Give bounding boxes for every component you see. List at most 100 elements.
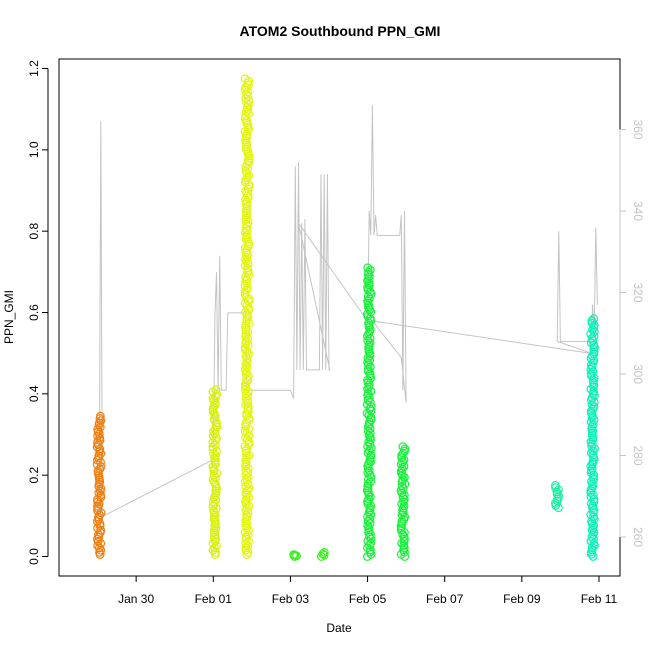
- data-point: [242, 510, 252, 520]
- data-point: [243, 217, 253, 227]
- y-tick-label: 0.8: [27, 223, 41, 240]
- data-point: [588, 457, 598, 467]
- data-point: [365, 514, 375, 524]
- data-point: [242, 475, 252, 485]
- data-point: [94, 488, 104, 498]
- data-point: [243, 508, 253, 517]
- data-point: [552, 487, 562, 497]
- data-point: [586, 369, 596, 379]
- data-point: [397, 499, 407, 509]
- data-point: [93, 466, 103, 476]
- data-point: [586, 461, 596, 471]
- data-point: [289, 550, 299, 559]
- data-point: [208, 539, 218, 548]
- data-point: [241, 495, 251, 504]
- data-point: [397, 464, 407, 474]
- data-point: [398, 530, 408, 539]
- data-point: [589, 320, 599, 330]
- data-point: [244, 318, 254, 328]
- data-point: [365, 314, 375, 323]
- data-point: [243, 340, 253, 350]
- data-point: [240, 365, 250, 374]
- data-point: [242, 310, 252, 319]
- data-point: [363, 426, 373, 436]
- data-point: [244, 171, 254, 181]
- data-point: [365, 428, 375, 438]
- point-cluster: [362, 263, 376, 561]
- data-point: [587, 351, 597, 361]
- point-cluster: [208, 385, 222, 559]
- data-point: [365, 439, 375, 449]
- data-point: [554, 492, 563, 501]
- data-point: [210, 543, 219, 553]
- data-point: [587, 400, 597, 409]
- point-cluster: [396, 442, 410, 561]
- secondary-series-line: [98, 105, 598, 518]
- data-point: [242, 129, 252, 139]
- data-point: [242, 519, 252, 528]
- data-point: [363, 292, 373, 301]
- data-point: [364, 475, 373, 484]
- data-point: [210, 398, 220, 408]
- y-axis-label: PPN_GMI: [2, 290, 16, 344]
- data-point: [243, 237, 253, 247]
- data-point: [586, 417, 596, 427]
- y-tick-label: 1.2: [27, 60, 41, 77]
- data-point: [588, 552, 598, 561]
- point-cluster: [551, 480, 563, 513]
- data-point: [589, 512, 598, 522]
- data-point: [96, 545, 106, 555]
- y2-tick-label: 320: [631, 282, 645, 302]
- data-point: [241, 336, 251, 346]
- data-point: [589, 397, 599, 407]
- data-point: [94, 499, 104, 509]
- data-point: [243, 547, 253, 557]
- x-tick-label: Feb 03: [272, 592, 310, 606]
- data-point: [364, 380, 374, 390]
- data-point: [365, 287, 375, 297]
- data-point: [587, 316, 597, 326]
- point-cluster: [289, 550, 302, 561]
- data-point: [366, 477, 376, 487]
- y-tick-label: 0.6: [27, 304, 41, 321]
- data-point: [241, 417, 251, 427]
- data-point: [242, 98, 252, 108]
- data-point: [320, 548, 329, 557]
- data-point: [212, 418, 222, 428]
- data-point: [241, 539, 251, 548]
- y-tick-label: 0.2: [27, 467, 41, 484]
- data-point: [363, 353, 373, 363]
- data-point: [243, 259, 253, 269]
- data-point: [364, 411, 374, 420]
- data-point: [240, 261, 250, 271]
- y2-tick-label: 360: [631, 119, 645, 139]
- data-point: [241, 506, 251, 515]
- data-point: [241, 488, 251, 498]
- data-point: [587, 543, 597, 553]
- data-point: [587, 393, 597, 403]
- data-point: [209, 525, 219, 535]
- data-point: [396, 459, 406, 469]
- data-point: [209, 477, 219, 487]
- data-point: [242, 503, 252, 513]
- data-point: [208, 475, 218, 485]
- data-point: [241, 351, 251, 361]
- data-point: [242, 173, 252, 183]
- data-point: [365, 369, 375, 379]
- data-point: [365, 417, 374, 427]
- data-point: [365, 333, 375, 343]
- data-point: [363, 389, 373, 398]
- data-point: [587, 532, 597, 542]
- data-point: [242, 409, 252, 418]
- data-point: [242, 279, 252, 288]
- y-tick-label: 0.0: [27, 548, 41, 565]
- data-point: [93, 438, 102, 447]
- data-point: [398, 448, 408, 458]
- data-point: [244, 536, 254, 546]
- data-point: [241, 292, 251, 302]
- data-point: [587, 516, 596, 526]
- x-tick-label: Feb 11: [581, 592, 618, 606]
- data-point: [589, 527, 599, 537]
- x-tick-label: Feb 05: [349, 592, 387, 606]
